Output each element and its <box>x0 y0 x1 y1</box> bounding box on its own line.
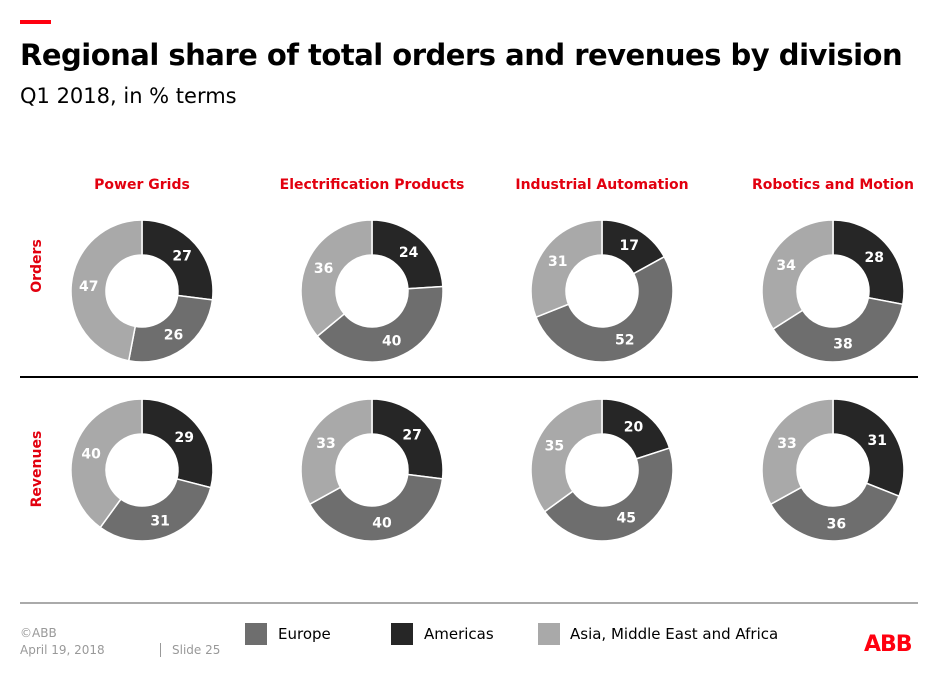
slice-europe <box>316 285 444 363</box>
slice-asia-middle-east-and-africa <box>530 398 603 513</box>
data-label-americas: 27 <box>402 428 421 444</box>
data-label-europe: 26 <box>164 327 183 343</box>
data-label-americas: 29 <box>175 430 194 446</box>
data-label-asia-middle-east-and-africa: 31 <box>548 254 567 270</box>
slice-americas <box>832 398 905 498</box>
slice-europe <box>535 255 674 363</box>
data-label-americas: 17 <box>619 238 638 254</box>
donut-revenues-industrial-automation: 20 45 35 <box>530 398 674 542</box>
slice-asia-middle-east-and-africa <box>761 398 834 506</box>
data-label-asia-middle-east-and-africa: 40 <box>81 446 101 462</box>
legend-label-americas: Americas <box>424 625 494 643</box>
slide-number: Slide 25 <box>172 643 221 657</box>
column-title-power-grids: Power Grids <box>94 177 190 193</box>
data-label-europe: 40 <box>382 334 402 350</box>
slice-europe <box>127 294 214 363</box>
slice-asia-middle-east-and-africa <box>761 219 834 331</box>
slice-europe <box>99 478 212 542</box>
footer-separator <box>160 643 161 657</box>
data-label-asia-middle-east-and-africa: 33 <box>316 436 335 452</box>
donut-revenues-electrification-products: 27 40 33 <box>300 398 444 542</box>
donut-orders-power-grids: 27 26 47 <box>70 219 214 363</box>
slice-europe <box>543 447 674 542</box>
slice-europe <box>308 473 444 542</box>
legend-swatch-europe <box>245 623 267 645</box>
row-divider <box>20 376 918 378</box>
column-title-robotics-and-motion: Robotics and Motion <box>752 177 914 193</box>
page-subtitle: Q1 2018, in % terms <box>20 84 237 108</box>
data-label-americas: 28 <box>864 250 883 266</box>
data-label-asia-middle-east-and-africa: 33 <box>777 436 796 452</box>
slice-americas <box>371 219 444 290</box>
donut-orders-robotics-and-motion: 28 38 34 <box>761 219 905 363</box>
donut-orders-industrial-automation: 17 52 31 <box>530 219 674 363</box>
abb-logo: ABB <box>864 632 913 657</box>
data-label-americas: 20 <box>624 420 644 436</box>
footer-divider <box>20 602 918 604</box>
copyright: ©ABB <box>20 626 57 640</box>
data-label-americas: 27 <box>172 249 191 265</box>
legend-label-asia: Asia, Middle East and Africa <box>570 625 779 643</box>
footer-date: April 19, 2018 <box>20 643 105 657</box>
slice-asia-middle-east-and-africa <box>70 219 143 362</box>
data-label-asia-middle-east-and-africa: 47 <box>79 279 98 295</box>
slice-asia-middle-east-and-africa <box>300 219 373 338</box>
legend-swatch-asia <box>538 623 560 645</box>
data-label-europe: 38 <box>833 337 852 353</box>
data-label-europe: 40 <box>372 516 392 532</box>
column-title-industrial-automation: Industrial Automation <box>515 177 689 193</box>
slice-asia-middle-east-and-africa <box>70 398 143 529</box>
legend-label-europe: Europe <box>278 625 331 643</box>
slice-europe <box>772 296 904 363</box>
slice-europe <box>769 482 900 542</box>
slice-americas <box>832 219 905 306</box>
column-title-electrification-products: Electrification Products <box>279 177 465 193</box>
legend-swatch-americas <box>391 623 413 645</box>
slice-americas <box>141 398 214 489</box>
slice-asia-middle-east-and-africa <box>530 219 603 319</box>
slice-asia-middle-east-and-africa <box>300 398 373 506</box>
donut-revenues-power-grids: 29 31 40 <box>70 398 214 542</box>
data-label-europe: 31 <box>150 513 169 529</box>
data-label-asia-middle-east-and-africa: 36 <box>314 261 333 277</box>
slice-americas <box>141 219 214 301</box>
page-title: Regional share of total orders and reven… <box>20 38 903 72</box>
data-label-asia-middle-east-and-africa: 35 <box>545 439 564 455</box>
data-label-asia-middle-east-and-africa: 34 <box>776 258 796 274</box>
accent-bar <box>20 20 51 24</box>
data-label-europe: 45 <box>617 511 636 527</box>
data-label-europe: 52 <box>615 332 634 348</box>
data-label-europe: 36 <box>827 516 846 532</box>
data-label-americas: 24 <box>399 245 419 261</box>
donut-revenues-robotics-and-motion: 31 36 33 <box>761 398 905 542</box>
data-label-americas: 31 <box>868 433 887 449</box>
donut-orders-electrification-products: 24 40 36 <box>300 219 444 363</box>
slice-americas <box>371 398 444 480</box>
